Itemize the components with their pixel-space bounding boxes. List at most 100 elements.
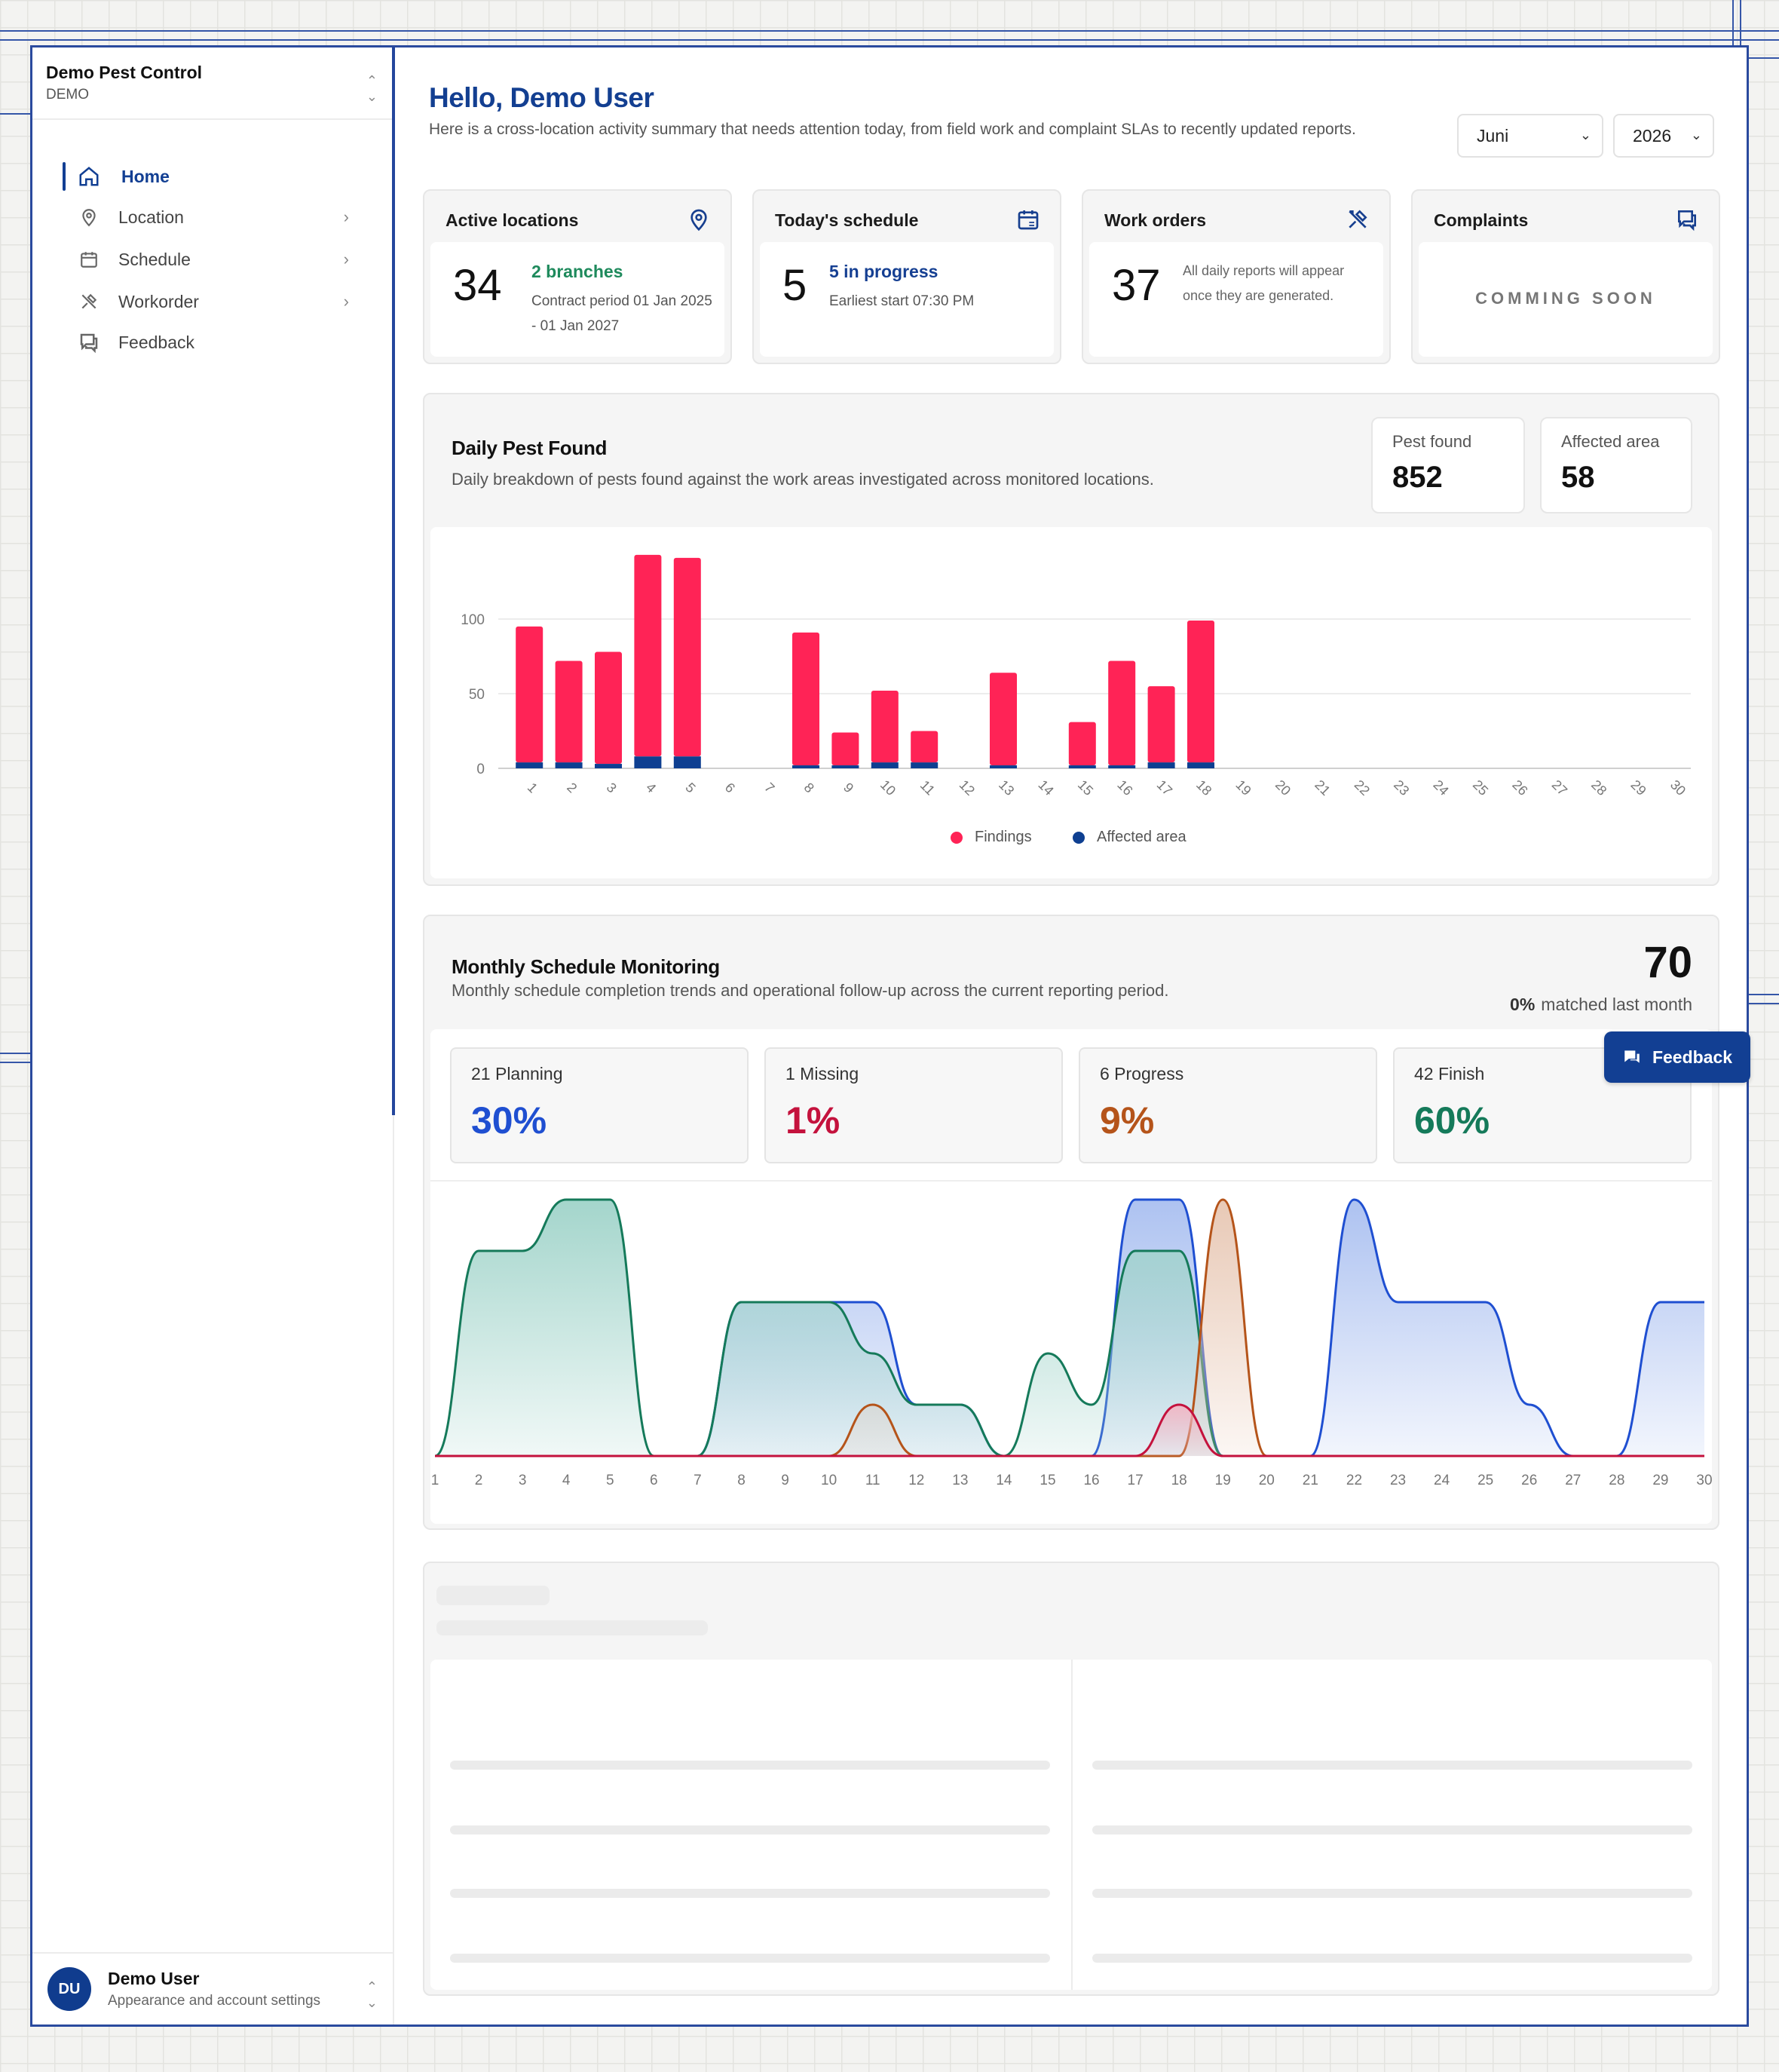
- stat-note: All daily reports will appear once they …: [1183, 263, 1345, 303]
- divider: [430, 1180, 1712, 1182]
- bar-findings-11: [911, 731, 938, 763]
- skeleton-line: [1092, 1954, 1692, 1963]
- x-tick-label: 2: [475, 1473, 483, 1488]
- x-tick-label: 28: [1588, 777, 1609, 798]
- sidebar-item-location[interactable]: Location ›: [63, 197, 364, 238]
- x-tick-label: 6: [650, 1473, 658, 1488]
- sidebar-item-feedback[interactable]: Feedback: [63, 322, 364, 363]
- deco-line: [0, 1053, 30, 1054]
- x-tick-label: 6: [722, 780, 738, 795]
- x-tick-label: 9: [781, 1473, 789, 1488]
- chevron-down-icon: ⌄: [1579, 127, 1591, 143]
- tile-label: Affected area: [1561, 432, 1660, 451]
- bar-findings-13: [990, 673, 1017, 766]
- bar-findings-17: [1147, 686, 1175, 763]
- x-tick-label: 27: [1565, 1473, 1581, 1488]
- calendar-icon: [78, 248, 100, 271]
- x-tick-label: 3: [604, 780, 620, 795]
- x-tick-label: 27: [1549, 777, 1570, 798]
- legend-dot: [1073, 831, 1085, 844]
- complaints-card[interactable]: Complaints COMMING SOON: [1411, 189, 1720, 364]
- calendar-icon: [1018, 210, 1039, 230]
- deco-line: [1749, 1003, 1779, 1004]
- sidebar-item-label: Location: [118, 207, 184, 227]
- sidebar-item-label: Feedback: [118, 332, 195, 352]
- sidebar-item-label: Home: [121, 166, 170, 186]
- map-pin-icon: [690, 209, 707, 231]
- bar-findings-16: [1108, 661, 1136, 766]
- x-tick-label: 23: [1391, 777, 1412, 798]
- stat-detail: Contract period 01 Jan 2025 - 01 Jan 202…: [531, 293, 712, 334]
- kpi-missing[interactable]: 1 Missing 1%: [764, 1047, 1063, 1163]
- tools-icon: [78, 290, 100, 313]
- org-switcher[interactable]: Demo Pest Control DEMO ⌃ ⌄: [32, 48, 393, 120]
- stat-value: 34: [453, 261, 502, 310]
- feedback-button[interactable]: Feedback: [1604, 1031, 1750, 1083]
- map-pin-icon: [78, 206, 100, 228]
- chevron-right-icon: ›: [343, 250, 349, 268]
- kpi-label: 42 Finish: [1414, 1064, 1485, 1084]
- todays-schedule-card[interactable]: Today's schedule 5 5 in progress Earlies…: [752, 189, 1061, 364]
- user-menu[interactable]: DU Demo User Appearance and account sett…: [32, 1952, 393, 2024]
- x-tick-label: 4: [643, 780, 659, 795]
- skeleton-line: [450, 1954, 1050, 1963]
- bar-affected-8: [792, 765, 819, 768]
- x-tick-label: 22: [1346, 1473, 1362, 1488]
- x-tick-label: 23: [1390, 1473, 1406, 1488]
- legend-item-affected[interactable]: Affected area: [1073, 829, 1187, 846]
- x-tick-label: 29: [1652, 1473, 1668, 1488]
- x-tick-label: 8: [801, 780, 817, 795]
- active-locations-card[interactable]: Active locations 34 2 branches Contract …: [423, 189, 732, 364]
- kpi-label: 21 Planning: [471, 1064, 563, 1084]
- month-select[interactable]: Juni ⌄: [1457, 114, 1603, 158]
- bar-affected-3: [595, 764, 622, 768]
- bar-findings-4: [634, 554, 662, 757]
- loading-skeleton-section: [423, 1562, 1719, 1996]
- x-tick-label: 12: [908, 1473, 924, 1488]
- year-value: 2026: [1633, 125, 1672, 146]
- bar-affected-15: [1068, 765, 1096, 768]
- chevron-updown-icon[interactable]: ⌃ ⌄: [366, 1979, 378, 2010]
- bar-affected-5: [673, 756, 701, 768]
- kpi-progress[interactable]: 6 Progress 9%: [1079, 1047, 1377, 1163]
- org-name: Demo Pest Control: [46, 63, 203, 82]
- x-tick-label: 8: [737, 1473, 746, 1488]
- kpi-finish[interactable]: 42 Finish 60%: [1393, 1047, 1692, 1163]
- year-select[interactable]: 2026 ⌄: [1613, 114, 1714, 158]
- x-tick-label: 3: [519, 1473, 527, 1488]
- card-body: 34 2 branches Contract period 01 Jan 202…: [430, 242, 724, 357]
- divider: [1071, 1660, 1073, 1990]
- skeleton-panel: [430, 1660, 1712, 1990]
- sidebar-item-workorder[interactable]: Workorder ›: [63, 281, 364, 322]
- y-tick-label: 0: [476, 762, 485, 777]
- coming-soon-label: COMMING SOON: [1475, 289, 1656, 308]
- x-tick-label: 11: [917, 777, 938, 798]
- user-subtitle: Appearance and account settings: [108, 1993, 321, 2009]
- sidebar-item-home[interactable]: Home: [63, 156, 364, 197]
- stat-value: 37: [1112, 261, 1161, 310]
- x-tick-label: 15: [1075, 777, 1096, 798]
- chevron-updown-icon[interactable]: ⌃ ⌄: [366, 73, 378, 104]
- sidebar-item-schedule[interactable]: Schedule ›: [63, 239, 364, 280]
- monthly-comparison: 0% matched last month: [1510, 995, 1692, 1015]
- legend-item-findings[interactable]: Findings: [951, 829, 1032, 846]
- kpi-value: 30%: [471, 1099, 547, 1142]
- x-tick-label: 17: [1154, 777, 1175, 798]
- kpi-value: 9%: [1100, 1099, 1155, 1142]
- month-value: Juni: [1477, 125, 1509, 146]
- section-subtitle: Daily breakdown of pests found against t…: [452, 470, 1154, 489]
- bar-findings-5: [673, 557, 701, 757]
- home-icon: [78, 165, 100, 188]
- chat-icon: [1624, 1050, 1640, 1063]
- x-tick-label: 19: [1215, 1473, 1231, 1488]
- kpi-label: 6 Progress: [1100, 1064, 1184, 1084]
- kpi-planning[interactable]: 21 Planning 30%: [450, 1047, 749, 1163]
- bar-findings-15: [1068, 722, 1096, 766]
- deco-line: [392, 48, 395, 1115]
- active-indicator: [63, 162, 66, 191]
- skeleton-line: [450, 1889, 1050, 1898]
- x-tick-label: 7: [694, 1473, 702, 1488]
- daily-pest-chart-panel: 0 50 100 1 2 3 4 5 6 7 8 9 10 11 12 13 14 15 16 17 18 19 20 21 2…: [430, 527, 1712, 878]
- work-orders-card[interactable]: Work orders 37 All daily reports will ap…: [1082, 189, 1391, 364]
